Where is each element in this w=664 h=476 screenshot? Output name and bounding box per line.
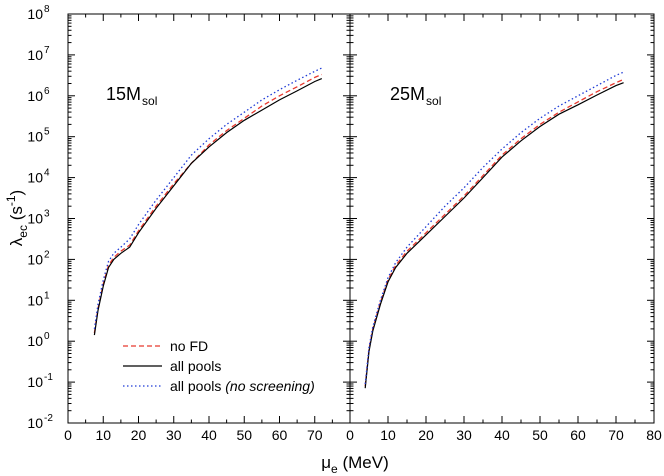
- y-tick-exponent: 5: [44, 127, 50, 138]
- y-tick-exponent: 6: [44, 86, 50, 97]
- y-tick-label: 10: [27, 333, 43, 349]
- y-tick-label: 10: [27, 6, 43, 22]
- y-tick-exponent: -2: [44, 413, 53, 424]
- y-tick-exponent: 8: [44, 4, 50, 15]
- x-tick-label: 50: [236, 427, 252, 443]
- y-tick-exponent: 1: [44, 290, 50, 301]
- y-tick-exponent: 3: [44, 209, 50, 220]
- x-tick-label: 20: [131, 427, 147, 443]
- x-tick-label: 80: [646, 427, 662, 443]
- x-tick-label: 40: [201, 427, 217, 443]
- x-tick-label: 40: [494, 427, 510, 443]
- x-tick-label: 70: [608, 427, 624, 443]
- y-tick-label: 10: [27, 88, 43, 104]
- y-tick-label: 10: [27, 374, 43, 390]
- x-tick-label: 70: [307, 427, 323, 443]
- y-tick-label: 10: [27, 129, 43, 145]
- x-tick-label: 30: [456, 427, 472, 443]
- x-tick-label: 0: [346, 427, 354, 443]
- series-line-all-pools-no-screening-: [93, 67, 323, 329]
- y-axis-title: λec (s-1): [4, 190, 30, 246]
- x-tick-label: 20: [418, 427, 434, 443]
- y-tick-label: 10: [27, 292, 43, 308]
- x-axis-title: μe (MeV): [321, 453, 388, 476]
- panel-label-sub: sol: [426, 94, 441, 108]
- plot-frame: [349, 13, 655, 424]
- series-line-no-fd: [364, 78, 624, 387]
- y-tick-label: 10: [27, 251, 43, 267]
- y-tick-label: 10: [27, 170, 43, 186]
- x-tick-label: 10: [95, 427, 111, 443]
- x-tick-label: 0: [64, 427, 72, 443]
- y-tick-exponent: 0: [44, 331, 50, 342]
- x-tick-label: 60: [272, 427, 288, 443]
- panel-label: 15M: [106, 84, 141, 104]
- y-tick-label: 10: [27, 47, 43, 63]
- y-tick-label: 10: [27, 415, 43, 431]
- series-line-all-pools: [364, 82, 624, 389]
- y-tick-label: 10: [27, 211, 43, 227]
- y-tick-exponent: 4: [44, 168, 50, 179]
- axis-titles: λec (s-1) μe (MeV): [4, 190, 389, 476]
- legend: no FD all pools all pools (no screening): [123, 338, 315, 394]
- series-line-all-pools-no-screening-: [364, 71, 624, 385]
- y-tick-exponent: -1: [44, 372, 53, 383]
- panel-label-sub: sol: [142, 94, 157, 108]
- x-tick-label: 30: [166, 427, 182, 443]
- legend-label: no FD: [170, 338, 208, 354]
- series-line-no-fd: [93, 73, 323, 334]
- legend-label: all pools (no screening): [170, 378, 315, 394]
- y-tick-exponent: 7: [44, 45, 50, 56]
- y-tick-exponent: 2: [44, 249, 50, 260]
- legend-label: all pools: [170, 358, 221, 374]
- svg-text:λec (s-1): λec (s-1): [4, 190, 30, 246]
- panel-25msol: 0 10 20 30 40 50 60 70 80 25M sol: [346, 13, 662, 443]
- x-tick-label: 10: [380, 427, 396, 443]
- series-line-all-pools: [93, 78, 323, 336]
- panel-label: 25M: [390, 84, 425, 104]
- x-tick-label: 50: [532, 427, 548, 443]
- x-tick-label: 60: [570, 427, 586, 443]
